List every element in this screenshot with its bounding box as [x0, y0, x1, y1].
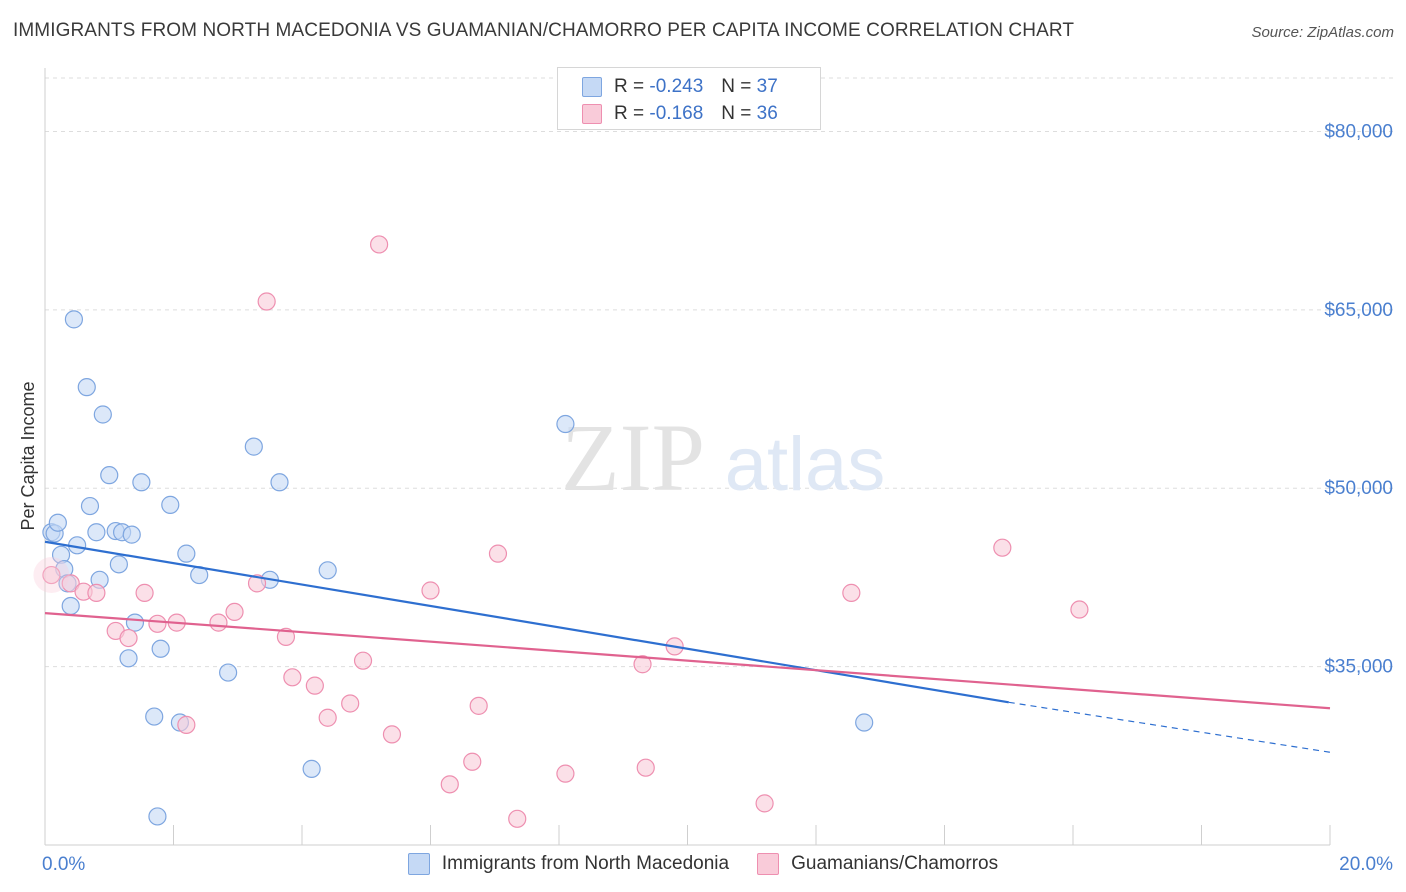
- n-value: 36: [756, 103, 778, 124]
- x-tick-label: 0.0%: [42, 854, 85, 875]
- point-macedonia: [77, 378, 96, 397]
- trendline-guamanian: [44, 612, 1331, 710]
- n-value: 37: [756, 76, 778, 97]
- n-label: N =: [721, 103, 752, 124]
- legend-label: Guamanians/Chamorros: [791, 853, 999, 874]
- point-guamanian: [633, 655, 652, 674]
- point-guamanian: [148, 614, 167, 633]
- point-macedonia: [219, 663, 238, 682]
- point-guamanian: [177, 715, 196, 734]
- point-guamanian: [119, 628, 138, 648]
- n-label: N =: [721, 76, 752, 97]
- legend-item-guamanian[interactable]: Guamanians/Chamorros: [757, 853, 998, 875]
- point-macedonia: [244, 437, 263, 456]
- grid-layer: [45, 77, 1393, 668]
- point-macedonia: [855, 713, 874, 732]
- point-macedonia: [151, 639, 170, 658]
- legend-row-macedonia: R = -0.243 N = 37: [582, 74, 778, 100]
- point-guamanian: [209, 613, 228, 632]
- legend-row-guamanian: R = -0.168 N = 36: [582, 101, 778, 127]
- point-macedonia: [64, 310, 84, 329]
- correlation-legend: R = -0.243 N = 37 R = -0.168 N = 36: [557, 67, 821, 130]
- point-guamanian: [993, 538, 1012, 557]
- point-guamanian: [508, 809, 527, 828]
- r-value: -0.243: [649, 76, 704, 97]
- point-guamanian: [276, 627, 296, 646]
- point-guamanian: [636, 758, 655, 777]
- point-macedonia: [145, 707, 164, 726]
- trendline-macedonia-extrapolated: [1008, 701, 1331, 753]
- point-macedonia: [109, 555, 128, 574]
- legend-swatch-blue: [582, 77, 602, 97]
- watermark-zip: ZIP: [561, 404, 705, 511]
- point-guamanian: [318, 708, 337, 727]
- point-guamanian: [755, 794, 774, 813]
- point-macedonia: [61, 596, 80, 616]
- point-macedonia: [93, 405, 112, 424]
- point-guamanian: [842, 583, 861, 602]
- point-guamanian: [341, 694, 360, 713]
- label-layer: $35,000 $50,000 $65,000 $80,000 0.0% 20.0% Per…: [18, 121, 1393, 875]
- point-macedonia: [48, 513, 67, 532]
- trend-layer: [44, 540, 1331, 753]
- legend-label: Immigrants from North Macedonia: [441, 853, 730, 874]
- point-cluster-guamanian: [33, 557, 70, 594]
- point-guamanian: [283, 668, 302, 687]
- point-macedonia: [177, 544, 196, 563]
- point-guamanian: [469, 696, 488, 715]
- trendline-macedonia: [44, 540, 1009, 704]
- point-macedonia: [318, 561, 337, 580]
- point-guamanian: [440, 775, 459, 794]
- point-guamanian: [488, 544, 508, 563]
- x-tick-label: 20.0%: [1339, 854, 1393, 875]
- point-macedonia: [302, 759, 321, 778]
- point-macedonia: [132, 473, 151, 492]
- legend-swatch-blue: [407, 853, 430, 875]
- r-label: R =: [614, 76, 645, 97]
- y-tick-label: $35,000: [1324, 657, 1393, 678]
- watermark: ZIP atlas: [561, 404, 885, 511]
- point-macedonia: [270, 473, 289, 492]
- point-guamanian: [463, 752, 482, 771]
- point-macedonia: [100, 466, 119, 485]
- watermark-atlas: atlas: [725, 422, 886, 507]
- point-macedonia: [556, 414, 575, 434]
- r-label: R =: [614, 103, 645, 124]
- chart-title: IMMIGRANTS FROM NORTH MACEDONIA VS GUAMA…: [13, 20, 1075, 41]
- point-guamanian: [1070, 600, 1089, 619]
- point-guamanian: [135, 583, 154, 602]
- y-tick-label: $50,000: [1324, 478, 1393, 499]
- point-macedonia: [148, 807, 167, 826]
- point-macedonia: [122, 525, 141, 544]
- points-layer: [33, 235, 1089, 828]
- point-guamanian: [87, 583, 106, 602]
- point-guamanian: [257, 292, 276, 311]
- point-guamanian: [247, 574, 267, 593]
- point-guamanian: [556, 764, 575, 783]
- point-macedonia: [161, 495, 180, 514]
- point-macedonia: [125, 613, 145, 632]
- legend-item-macedonia[interactable]: Immigrants from North Macedonia: [407, 853, 730, 875]
- y-tick-label: $80,000: [1324, 121, 1393, 142]
- legend-swatch-pink: [582, 104, 602, 124]
- point-macedonia: [80, 496, 100, 516]
- y-axis-label: Per Capita Income: [18, 381, 38, 530]
- point-macedonia: [87, 523, 106, 542]
- point-guamanian: [42, 565, 61, 585]
- axis-layer: [44, 68, 1331, 846]
- point-guamanian: [353, 651, 373, 670]
- point-guamanian: [305, 676, 324, 695]
- source-label: Source: ZipAtlas.com: [1251, 24, 1394, 41]
- point-macedonia: [119, 649, 138, 668]
- r-value: -0.168: [649, 103, 704, 124]
- point-guamanian: [61, 574, 80, 593]
- point-guamanian: [370, 235, 389, 254]
- y-tick-label: $65,000: [1324, 300, 1393, 321]
- legend-swatch-pink: [757, 853, 780, 875]
- series-legend: Immigrants from North Macedonia Guamania…: [0, 850, 1406, 878]
- point-guamanian: [421, 581, 440, 600]
- point-guamanian: [382, 725, 402, 744]
- point-guamanian: [225, 602, 244, 622]
